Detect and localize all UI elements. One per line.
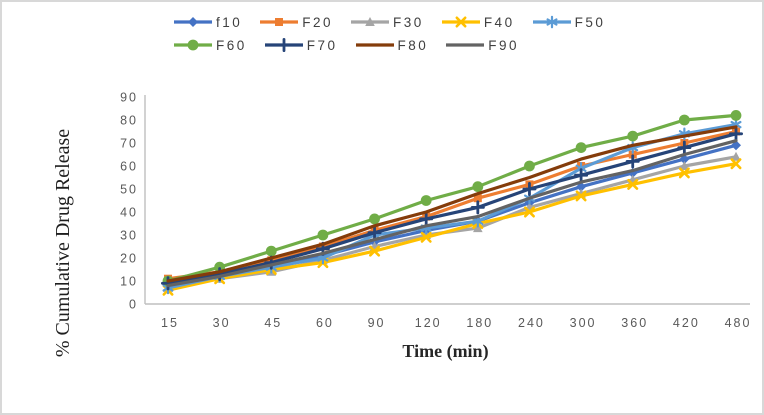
legend-marker-circle-icon <box>174 39 212 51</box>
x-tick-label: 90 <box>368 316 386 330</box>
legend-marker-square-icon <box>260 18 299 27</box>
legend-label: F90 <box>488 37 520 53</box>
x-tick-label: 45 <box>264 316 282 330</box>
x-tick-label: 360 <box>621 316 648 330</box>
x-tick-label: 15 <box>161 316 179 330</box>
legend-item-F30: F30 <box>351 15 424 30</box>
y-tick-label: 90 <box>120 91 138 105</box>
legend-item-F80: F80 <box>355 37 429 53</box>
series-line-F60 <box>166 113 738 283</box>
series-markers-F60 <box>162 110 742 287</box>
series-markers-F40 <box>162 158 742 296</box>
x-axis-ticks: 15 30 45 60 90 120 180 240 300 360 420 480 <box>161 316 752 330</box>
y-tick-label: 0 <box>129 298 138 312</box>
y-tick-label: 70 <box>120 137 138 151</box>
legend-label: F80 <box>397 37 429 53</box>
legend-label: F70 <box>306 37 338 53</box>
legend-marker-asterisk-icon <box>532 15 571 29</box>
axis-lines <box>144 95 750 305</box>
x-tick-label: 180 <box>466 316 493 330</box>
chart-legend: f10 F20 F30 F40 F50 F60 F70 F80 F90 <box>174 15 605 52</box>
legend-item-F60: F60 <box>174 38 247 53</box>
series-F80 <box>166 125 738 283</box>
legend-label: F40 <box>483 15 515 30</box>
x-tick-label: 300 <box>570 316 597 330</box>
series-F90 <box>166 139 738 288</box>
y-tick-label: 10 <box>120 275 138 289</box>
y-tick-label: 50 <box>120 183 138 197</box>
legend-item-F20: F20 <box>260 15 333 30</box>
legend-row-1: f10 F20 F30 F40 F50 <box>174 15 605 30</box>
series-F40 <box>162 158 742 296</box>
y-axis-ticks: 0 10 20 30 40 50 60 70 80 90 <box>120 91 138 312</box>
legend-marker-x-icon <box>441 16 480 28</box>
legend-label: F60 <box>216 37 247 53</box>
legend-marker-plus-icon <box>264 37 303 52</box>
series-F20 <box>164 127 740 283</box>
legend-label: F50 <box>574 15 606 30</box>
y-tick-label: 30 <box>120 229 138 243</box>
legend-marker-dash-icon <box>355 43 394 47</box>
legend-label: F20 <box>302 15 334 30</box>
series-line-F70 <box>166 132 738 285</box>
series-line-F90 <box>166 139 738 288</box>
y-tick-label: 40 <box>120 206 138 220</box>
legend-label: f10 <box>216 15 243 30</box>
x-tick-label: 30 <box>213 316 231 330</box>
series-F60 <box>162 110 742 287</box>
series-line-F40 <box>166 162 738 292</box>
legend-marker-dash-icon <box>446 43 485 47</box>
series-line-F20 <box>166 129 738 281</box>
x-axis-title: Time (min) <box>402 341 489 361</box>
legend-marker-triangle-icon <box>351 17 390 27</box>
series-line-F80 <box>166 125 738 283</box>
x-tick-label: 60 <box>316 316 334 330</box>
x-tick-label: 420 <box>673 316 700 330</box>
y-tick-label: 60 <box>120 160 138 174</box>
x-tick-label: 480 <box>725 316 752 330</box>
legend-label: F30 <box>393 15 424 30</box>
legend-item-F70: F70 <box>264 37 338 53</box>
y-tick-label: 80 <box>120 114 138 128</box>
x-tick-label: 120 <box>415 316 442 330</box>
legend-row-2: F60 F70 F80 F90 <box>174 37 605 53</box>
x-tick-label: 240 <box>518 316 545 330</box>
legend-item-F40: F40 <box>441 15 515 30</box>
legend-marker-diamond-icon <box>174 17 212 28</box>
legend-item-F90: F90 <box>446 38 519 53</box>
legend-item-F50: F50 <box>532 15 606 30</box>
y-tick-label: 20 <box>120 252 138 266</box>
legend-item-f10: f10 <box>174 15 242 30</box>
